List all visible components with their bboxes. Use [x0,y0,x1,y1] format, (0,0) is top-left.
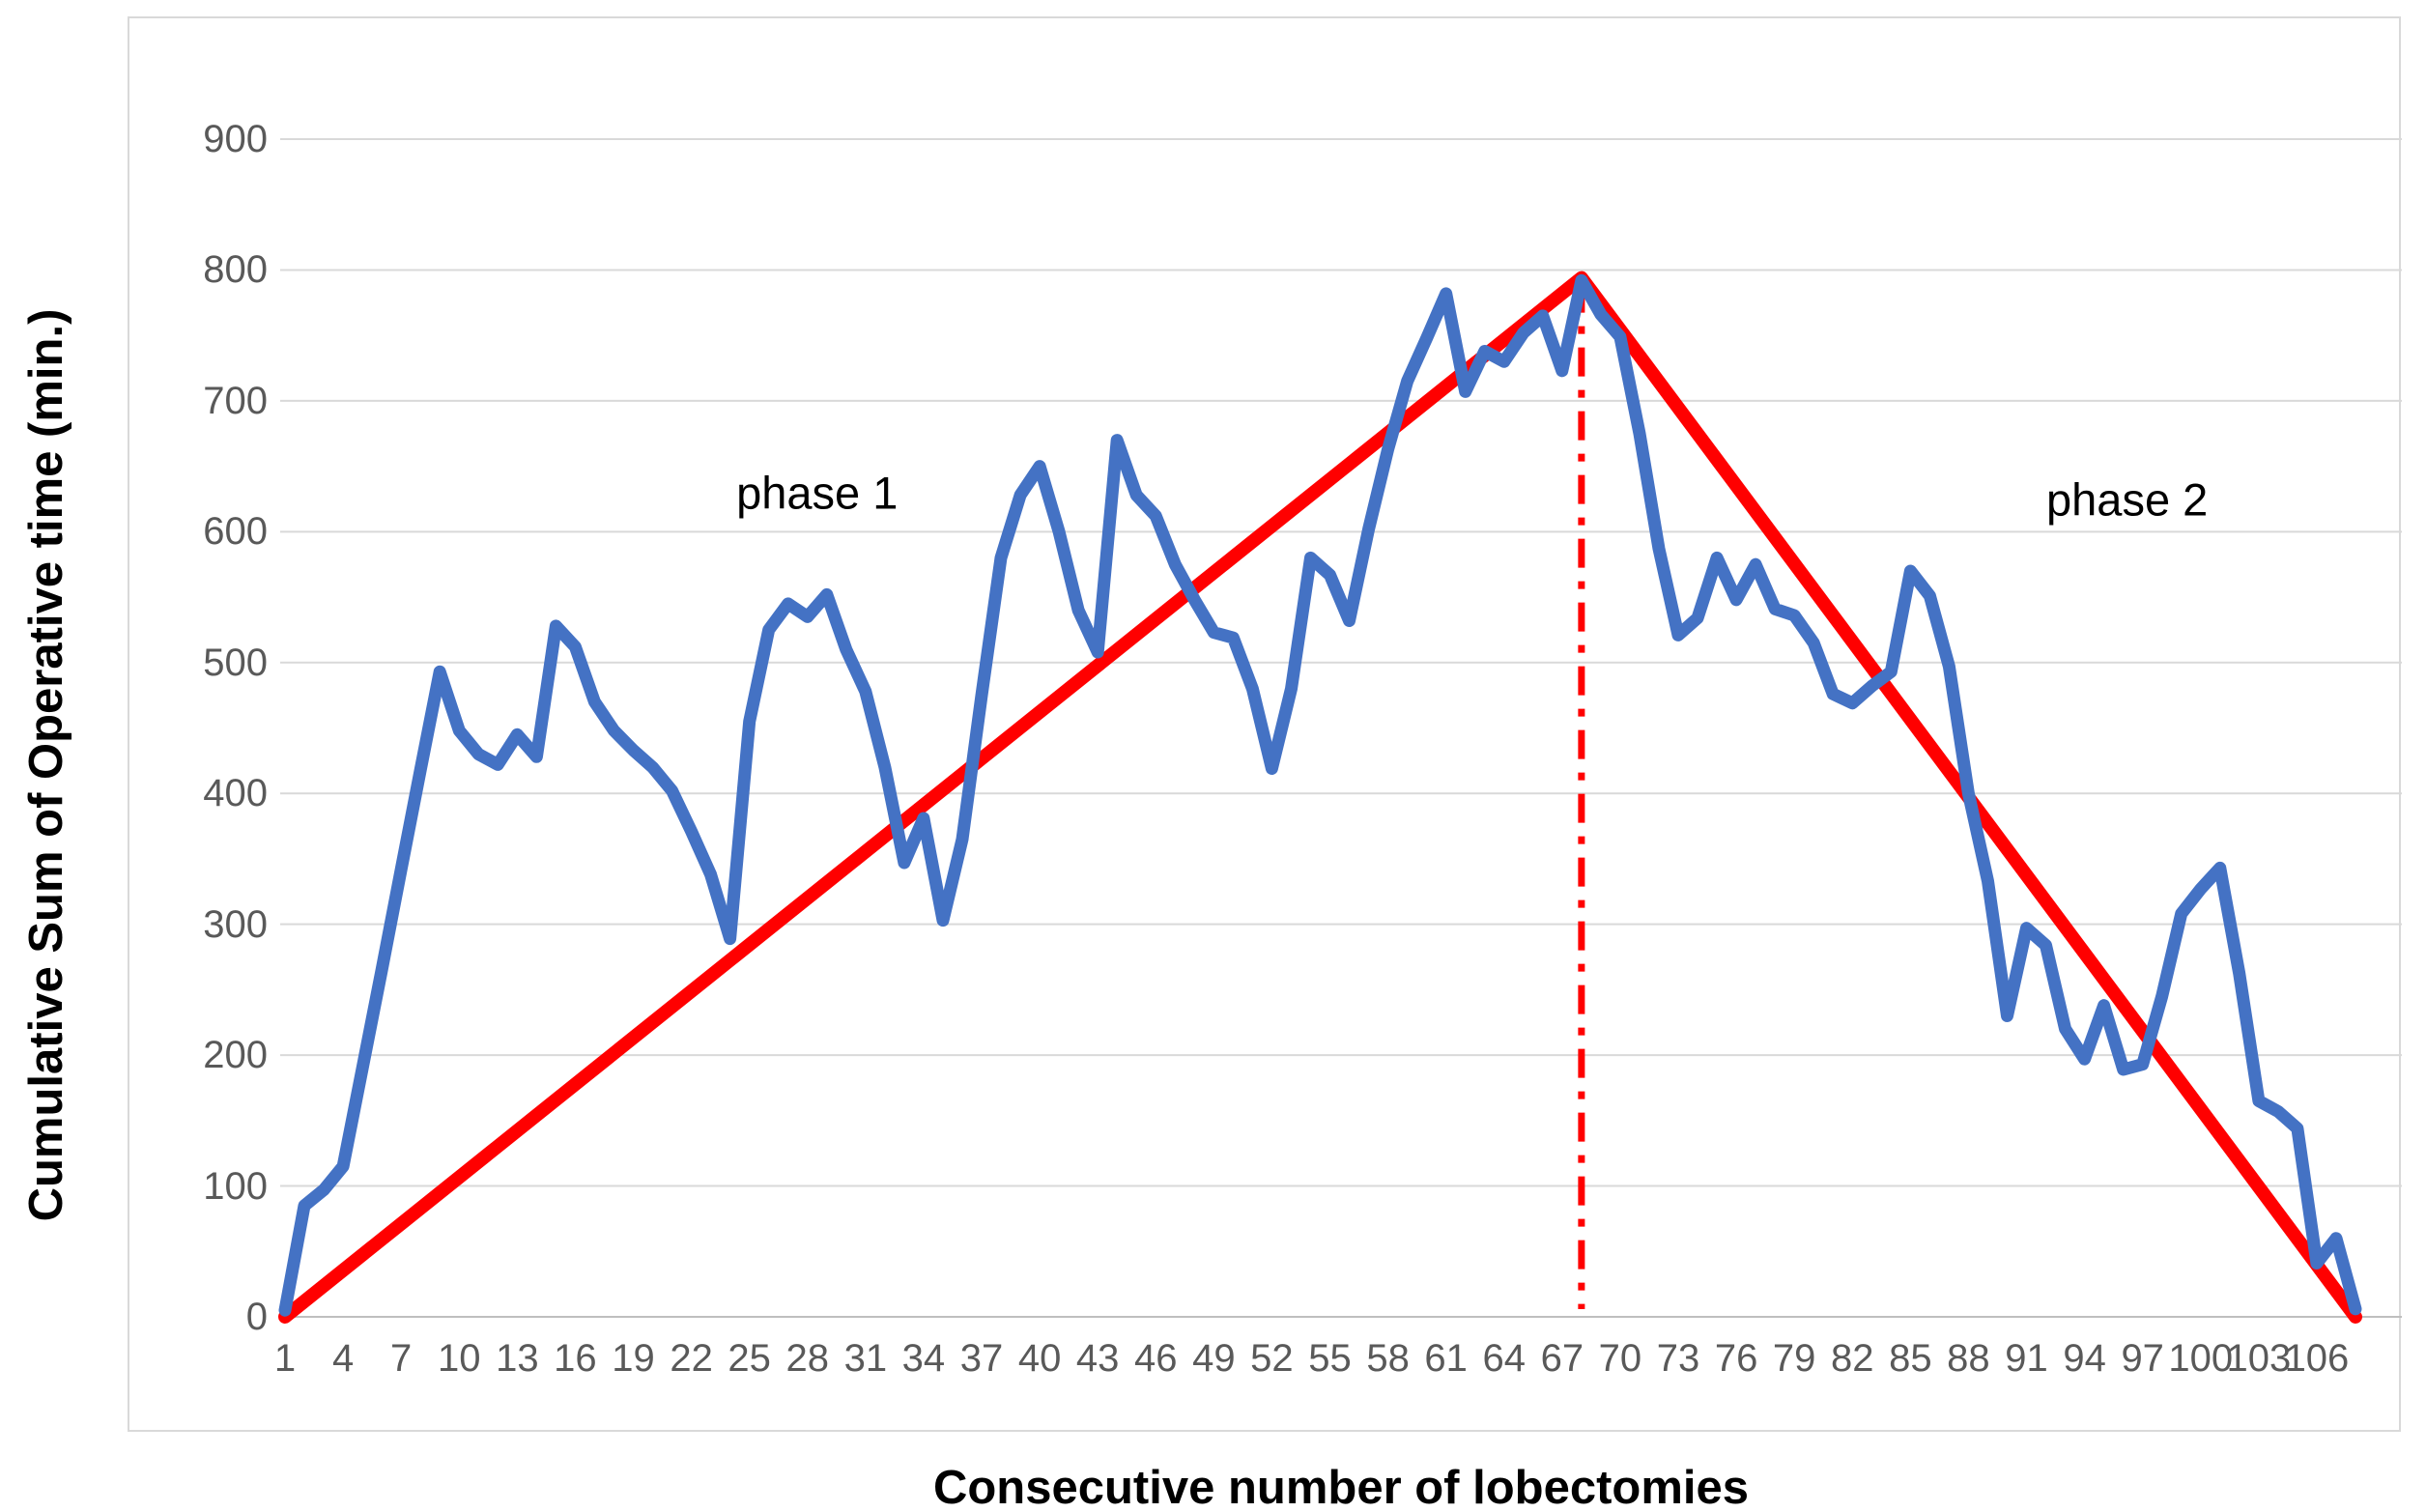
x-tick-label: 40 [1017,1337,1062,1380]
y-tick-label: 100 [203,1164,268,1208]
x-tick-label: 55 [1308,1337,1352,1380]
x-tick-label: 73 [1656,1337,1700,1380]
x-tick-label: 10 [438,1337,481,1380]
x-tick-label: 31 [843,1337,888,1380]
y-tick-label: 900 [203,118,268,161]
x-tick-label: 106 [2284,1337,2350,1380]
x-tick-label: 13 [496,1337,539,1380]
x-tick-label: 100 [2168,1337,2234,1380]
y-tick-label: 600 [203,510,268,554]
x-tick-label: 79 [1772,1337,1816,1380]
cusum-series-line [278,273,2362,1317]
x-tick-label: 61 [1424,1337,1468,1380]
x-tick-label: 76 [1714,1337,1758,1380]
x-tick-label: 58 [1366,1337,1410,1380]
y-tick-label: 300 [203,902,268,946]
x-tick-label: 19 [612,1337,655,1380]
y-tick-label: 700 [203,379,268,422]
y-tick-label: 200 [203,1034,268,1077]
y-tick-label: 400 [203,772,268,815]
x-tick-label: 28 [785,1337,830,1380]
x-tick-label: 46 [1134,1337,1178,1380]
x-tick-label: 7 [390,1337,413,1380]
x-tick-label: 97 [2121,1337,2164,1380]
x-tick-label: 91 [2005,1337,2048,1380]
x-tick-label: 34 [901,1337,946,1380]
x-tick-label: 103 [2226,1337,2292,1380]
y-tick-label: 800 [203,248,268,292]
x-tick-label: 37 [959,1337,1004,1380]
x-tick-label: 88 [1947,1337,1990,1380]
y-axis-title: Cumulative Sum of Operative time (min.) [20,308,72,1222]
x-tick-label: 52 [1250,1337,1294,1380]
phase-1-annotation: phase 1 [736,467,899,519]
x-tick-label: 85 [1889,1337,1932,1380]
x-tick-label: 16 [554,1337,597,1380]
x-tick-label: 49 [1192,1337,1236,1380]
x-tick-label: 70 [1598,1337,1642,1380]
x-tick-label: 25 [728,1337,771,1380]
x-tick-label: 64 [1482,1337,1527,1380]
x-tick-label: 1 [273,1337,297,1380]
y-tick-label: 500 [203,641,268,684]
phase-reference-line [278,271,2362,1324]
x-tick-label: 82 [1831,1337,1874,1380]
x-tick-label: 94 [2063,1337,2106,1380]
x-tick-label: 22 [670,1337,713,1380]
x-axis-title: Consecutive number of lobectomies [932,1462,1750,1512]
x-tick-label: 67 [1540,1337,1584,1380]
gridlines [280,138,2402,1318]
x-tick-label: 43 [1075,1337,1120,1380]
phase-2-annotation: phase 2 [2046,473,2209,525]
x-tick-label: 4 [331,1337,355,1380]
y-tick-label: 0 [245,1296,268,1338]
